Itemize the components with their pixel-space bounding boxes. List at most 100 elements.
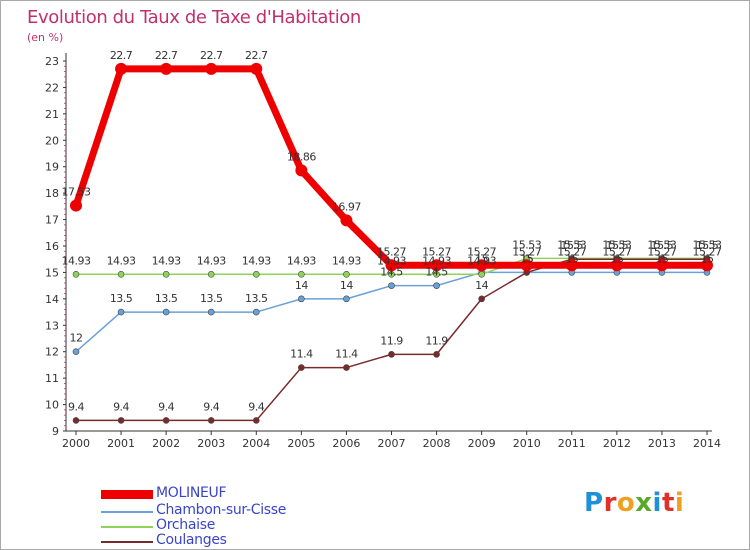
data-label: 13.5 [110, 292, 133, 305]
data-label: 15.53 [602, 238, 631, 251]
data-label: 22.7 [245, 49, 268, 62]
data-label: 15 [520, 252, 533, 265]
x-tick-label: 2004 [242, 437, 270, 450]
data-point [298, 295, 305, 303]
x-tick-label: 2000 [62, 437, 90, 450]
data-label: 15.27 [557, 245, 586, 258]
proxiti-logo: Proxiti [584, 488, 685, 518]
data-label: 15 [655, 252, 668, 265]
y-tick-label: 18 [45, 187, 59, 200]
data-label: 15.27 [422, 245, 451, 258]
data-point [430, 259, 443, 272]
data-label: 15.53 [557, 238, 586, 251]
data-point [433, 282, 440, 289]
data-label: 14 [295, 279, 308, 292]
data-label: 15.27 [512, 245, 541, 258]
legend-label-molineuf: MOLINEUF [156, 485, 227, 501]
y-tick-label: 19 [45, 161, 59, 174]
data-point [252, 270, 260, 278]
data-point [250, 62, 263, 75]
data-point [295, 164, 308, 177]
data-label: 22.7 [155, 49, 178, 62]
x-tick-label: 2014 [693, 437, 721, 450]
data-label: 11.4 [290, 348, 313, 361]
data-label: 11.9 [380, 334, 403, 347]
data-point [72, 348, 80, 356]
legend-swatch-orchaise [101, 526, 153, 528]
legend-swatch-molineuf [101, 490, 153, 499]
data-point [160, 62, 173, 75]
data-label: 14.5 [380, 266, 403, 279]
data-label: 15.53 [693, 238, 722, 251]
data-label: 12 [70, 332, 83, 345]
x-tick-label: 2011 [558, 437, 586, 450]
data-label: 15.53 [647, 238, 676, 251]
data-point [252, 417, 260, 424]
data-label: 14.93 [242, 254, 271, 267]
chart-title: Evolution du Taux de Taxe d'Habitation [27, 7, 361, 28]
data-label: 15 [701, 252, 714, 265]
data-label: 15.27 [377, 245, 406, 258]
y-tick-label: 10 [45, 399, 59, 412]
x-tick-label: 2002 [152, 437, 180, 450]
data-point [478, 295, 485, 303]
data-label: 14.93 [62, 254, 91, 267]
data-point [610, 259, 623, 272]
data-point [433, 351, 440, 358]
series-line [72, 65, 707, 269]
data-label: 16.97 [332, 200, 361, 213]
y-tick-label: 11 [45, 372, 59, 385]
x-tick-label: 2008 [423, 437, 451, 450]
x-tick-label: 2010 [513, 437, 541, 450]
y-tick-label: 17 [45, 214, 59, 227]
data-point [388, 351, 395, 358]
data-point [343, 364, 350, 371]
data-label: 22.7 [110, 49, 133, 62]
data-label: 15.5 [651, 239, 674, 252]
data-point [343, 295, 350, 303]
data-point [655, 259, 668, 272]
data-point [298, 364, 305, 371]
legend-label-orchaise: Orchaise [156, 517, 216, 533]
x-tick-label: 2013 [648, 437, 676, 450]
data-label: 18.86 [287, 150, 316, 163]
y-tick-label: 21 [45, 108, 59, 121]
data-label: 9.4 [158, 400, 174, 413]
data-point [205, 62, 218, 75]
data-label: 17.53 [62, 186, 91, 199]
data-label: 15.53 [512, 238, 541, 251]
data-point [117, 417, 125, 424]
data-label: 11.4 [335, 348, 358, 361]
data-point [701, 259, 713, 272]
data-label: 15.27 [647, 245, 676, 258]
data-point [207, 417, 215, 424]
data-point [117, 308, 125, 316]
data-label: 15 [610, 252, 623, 265]
data-point [252, 308, 260, 316]
data-label: 14 [475, 279, 488, 292]
y-unit-label: (en %) [27, 31, 64, 44]
line-chart: 9 10 11 12 13 14 15 16 17 18 19 20 21 22 23 2000 2001 200… [45, 49, 722, 450]
data-point [385, 259, 398, 272]
x-tick-label: 2009 [468, 437, 496, 450]
data-label: 9.4 [203, 400, 219, 413]
data-label: 14.93 [332, 254, 361, 267]
data-point [388, 282, 395, 289]
data-label: 14.93 [197, 254, 226, 267]
data-point [162, 417, 170, 424]
data-point [298, 270, 305, 278]
data-point [207, 308, 215, 316]
x-tick-label: 2006 [332, 437, 360, 450]
data-label: 14.93 [107, 254, 136, 267]
data-label: 9.4 [113, 400, 129, 413]
x-tick-label: 2007 [378, 437, 406, 450]
data-label: 15 [475, 252, 488, 265]
y-tick-label: 22 [45, 81, 59, 94]
data-label: 15.27 [467, 245, 496, 258]
data-label: 9.4 [248, 400, 264, 413]
data-point [565, 259, 578, 272]
data-point [475, 259, 488, 272]
y-tick-label: 16 [45, 240, 59, 253]
x-tick-label: 2001 [107, 437, 135, 450]
data-label: 13.5 [245, 292, 268, 305]
